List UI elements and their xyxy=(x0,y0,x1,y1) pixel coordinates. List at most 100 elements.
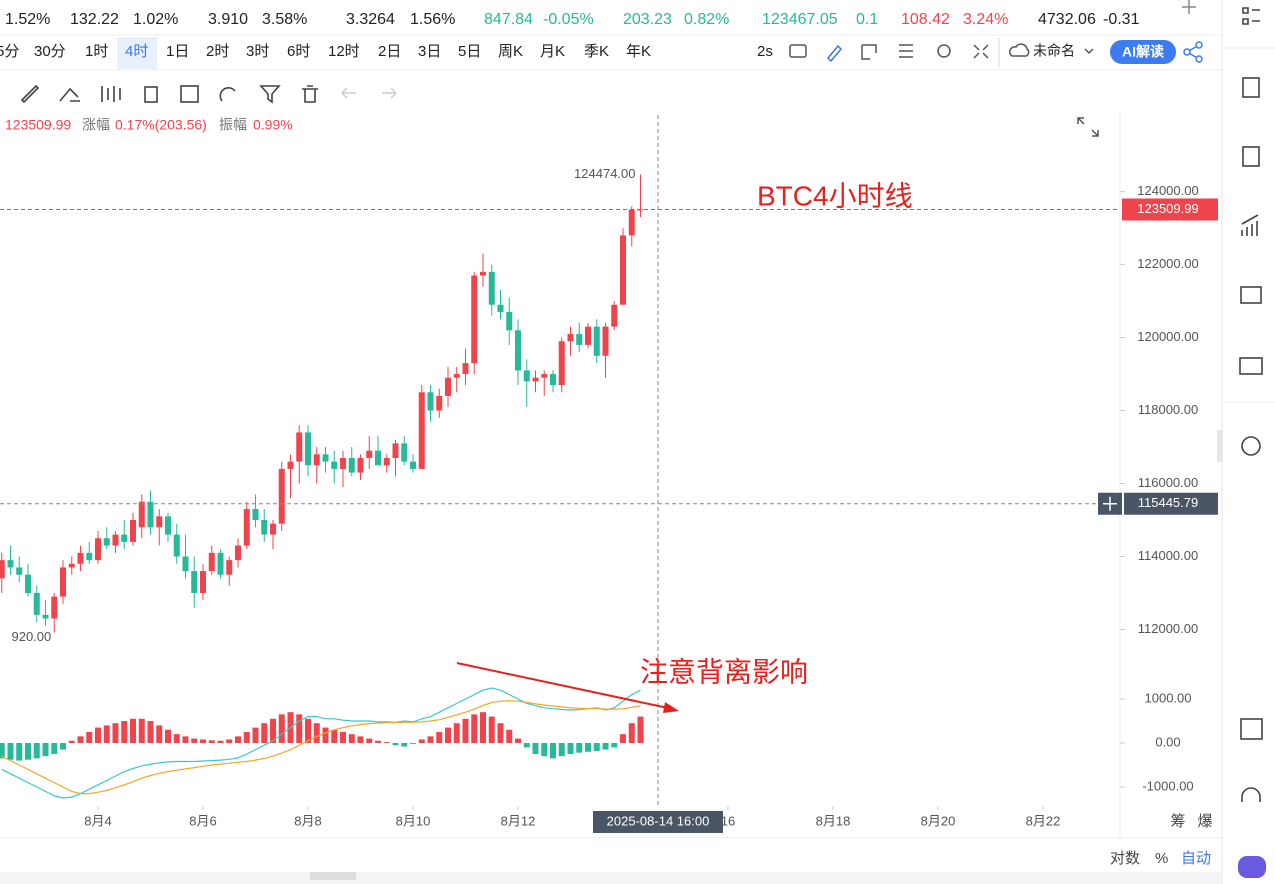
candle-body xyxy=(296,432,303,462)
ruler-icon[interactable] xyxy=(20,84,40,104)
y-tick-label: 114000.00 xyxy=(1138,548,1199,563)
ticker-change[interactable]: -0.05% xyxy=(543,11,594,28)
macd-bar xyxy=(182,736,189,743)
timeframe[interactable]: 2日 xyxy=(378,43,401,60)
ticker-change[interactable]: 1.56% xyxy=(410,11,455,28)
macd-bar xyxy=(130,718,136,743)
magnet-icon[interactable] xyxy=(219,87,236,102)
timeframe[interactable]: 1时 xyxy=(85,43,108,60)
dropdown-icon[interactable] xyxy=(1084,48,1094,55)
pen-icon[interactable] xyxy=(826,44,843,63)
macd-bar xyxy=(392,742,399,746)
crop-icon[interactable] xyxy=(861,44,877,60)
expand-icon[interactable] xyxy=(1077,117,1099,137)
ticker-change[interactable]: 0.82% xyxy=(684,11,729,28)
candle-body xyxy=(497,304,504,313)
ticker-price[interactable]: 3.3264 xyxy=(346,11,395,28)
ticker-price[interactable]: 123467.05 xyxy=(762,11,838,28)
footer: 筹 爆 对数 % 自动 xyxy=(0,813,1222,884)
log-button[interactable]: 对数 xyxy=(1110,850,1140,867)
macd-bar xyxy=(147,720,154,743)
ticker-price[interactable]: 108.42 xyxy=(901,11,950,28)
ticker-change[interactable]: 1.02% xyxy=(133,11,178,28)
macd-bar xyxy=(103,725,110,743)
timeframe[interactable]: 5日 xyxy=(458,43,481,60)
macd-bar xyxy=(497,723,504,743)
macd-bar xyxy=(611,742,618,748)
macd-bar xyxy=(427,736,434,743)
ticker-change[interactable]: 3.24% xyxy=(963,11,1008,28)
macd-dif-line xyxy=(1,687,641,799)
timeframe[interactable]: 年K xyxy=(626,43,651,60)
ticker-change[interactable]: 1.52% xyxy=(5,11,50,28)
note-icon[interactable] xyxy=(180,85,199,103)
trend-icon[interactable] xyxy=(1241,214,1259,236)
ticker-price[interactable]: 203.23 xyxy=(623,11,672,28)
convert-icon[interactable] xyxy=(1241,436,1261,456)
candle-body xyxy=(278,468,285,524)
doc-icon[interactable] xyxy=(144,86,158,103)
sidebar-toggle[interactable] xyxy=(1217,430,1223,462)
news-icon[interactable] xyxy=(1242,77,1260,98)
timeframe[interactable]: 1日 xyxy=(166,43,189,60)
timeframe[interactable]: 4时 xyxy=(125,43,148,60)
ticker-change[interactable]: 3.58% xyxy=(262,11,307,28)
scroll-bar[interactable] xyxy=(0,872,1222,884)
candle-body xyxy=(165,516,171,535)
cloud-icon[interactable] xyxy=(1009,43,1030,57)
layout-name[interactable]: 未命名 xyxy=(1033,43,1075,59)
timeframe[interactable]: 6时 xyxy=(287,43,310,60)
scroll-handle[interactable] xyxy=(310,872,356,880)
timeframe[interactable]: 5分 xyxy=(0,43,19,60)
etf-icon[interactable] xyxy=(1239,357,1263,375)
top-right-tools: 2s 未命名 AI解读 xyxy=(0,38,1222,71)
macd-bar xyxy=(410,742,416,744)
timeframe[interactable]: 3时 xyxy=(246,43,269,60)
chips-button[interactable]: 筹 xyxy=(1170,813,1185,830)
fullscreen-icon[interactable] xyxy=(973,44,989,59)
candle-body xyxy=(620,235,626,305)
redo-icon[interactable] xyxy=(382,87,397,99)
auto-button[interactable]: 自动 xyxy=(1181,850,1211,867)
camera-icon[interactable] xyxy=(789,44,807,58)
add-icon[interactable] xyxy=(1182,0,1196,14)
timeframe[interactable]: 3日 xyxy=(418,43,441,60)
undo-icon[interactable] xyxy=(341,87,356,99)
filter-icon[interactable] xyxy=(259,85,281,104)
candles-icon[interactable] xyxy=(101,86,121,102)
timeframe[interactable]: 季K xyxy=(584,43,609,60)
ticker-price[interactable]: 3.910 xyxy=(208,11,248,28)
ticker-price[interactable]: 4732.06 xyxy=(1038,11,1096,28)
candle-body xyxy=(392,443,399,458)
ticker-change[interactable]: 0.1 xyxy=(856,11,878,28)
burst-button[interactable]: 爆 xyxy=(1197,813,1212,830)
assistant-icon[interactable] xyxy=(1238,856,1266,878)
refresh-interval[interactable]: 2s xyxy=(757,43,773,60)
timeframe[interactable]: 月K xyxy=(540,43,565,60)
trash-icon[interactable] xyxy=(302,85,318,103)
ticker-price[interactable]: 132.22 xyxy=(70,11,119,28)
ticker-price[interactable]: 847.84 xyxy=(484,11,533,28)
candle-body xyxy=(182,556,189,572)
timeframe[interactable]: 30分 xyxy=(34,43,66,60)
timeframe[interactable]: 周K xyxy=(498,43,523,60)
support-icon[interactable] xyxy=(1241,787,1261,802)
ai-button-label[interactable]: AI解读 xyxy=(1122,44,1164,60)
ai-button[interactable] xyxy=(1110,40,1176,64)
ticker-change[interactable]: -0.31 xyxy=(1103,11,1140,28)
timeframe[interactable]: 12时 xyxy=(328,43,360,60)
percent-button[interactable]: % xyxy=(1155,850,1168,867)
layout-icon[interactable] xyxy=(1240,718,1263,740)
settings-icon[interactable] xyxy=(937,44,951,58)
candle-body xyxy=(147,501,154,528)
macd-bar xyxy=(418,739,425,743)
macd-bar xyxy=(506,729,513,743)
crosshair-price-tag xyxy=(1124,492,1218,515)
timeframe[interactable]: 2时 xyxy=(206,43,229,60)
list-icon[interactable] xyxy=(899,44,913,58)
monitor-icon[interactable] xyxy=(1240,286,1262,304)
finance-icon[interactable] xyxy=(1242,146,1260,167)
watchlist-icon[interactable] xyxy=(1242,7,1260,25)
macd-bar xyxy=(296,714,303,743)
brush-icon[interactable] xyxy=(59,87,80,102)
